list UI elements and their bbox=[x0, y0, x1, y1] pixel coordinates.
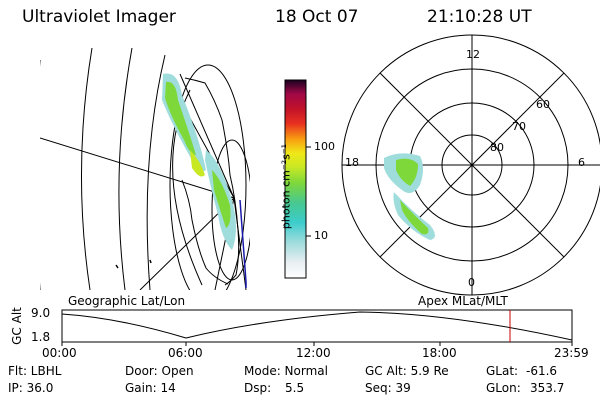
mlt-label-18: 18 bbox=[345, 156, 359, 169]
colorbar-unit-label: photon cm⁻²s⁻¹ bbox=[279, 143, 293, 230]
status-seq: Seq: 39 bbox=[365, 381, 411, 395]
orbit-ytick-low: 1.8 bbox=[31, 330, 51, 344]
apex-panel-label: Apex MLat/MLT bbox=[418, 294, 508, 308]
mlt-label-0: 0 bbox=[468, 276, 475, 289]
status-gain: Gain: 14 bbox=[125, 381, 176, 395]
polar-plot bbox=[341, 34, 600, 296]
status-mode: Mode: Normal bbox=[244, 364, 328, 378]
orbit-ylabel: GC Alt bbox=[9, 307, 24, 345]
geographic-panel-label: Geographic Lat/Lon bbox=[68, 294, 186, 308]
colorbar-tick-100: 100 bbox=[314, 140, 335, 153]
mlt-label-12: 12 bbox=[466, 48, 480, 61]
status-glat-value: -61.6 bbox=[526, 364, 558, 378]
lat-label-60: 60 bbox=[536, 98, 550, 111]
instrument-title: Ultraviolet Imager bbox=[22, 7, 176, 27]
status-glat-label: GLat: bbox=[486, 364, 519, 378]
status-ip: IP: 36.0 bbox=[8, 381, 54, 395]
orbit-altitude-curve bbox=[61, 311, 573, 341]
colorbar bbox=[284, 79, 307, 279]
status-dsp-value: 5.5 bbox=[285, 381, 305, 395]
time-label: 21:10:28 UT bbox=[427, 7, 532, 27]
orbit-xtick-1800: 18:00 bbox=[422, 346, 457, 360]
orbit-ticks bbox=[61, 342, 573, 346]
colorbar-tick-10: 10 bbox=[314, 229, 328, 242]
geo-gridlines bbox=[40, 47, 250, 290]
status-glon-value: 353.7 bbox=[530, 381, 565, 395]
orbit-xtick-2359: 23:59 bbox=[554, 346, 589, 360]
aurora-geo bbox=[162, 73, 236, 250]
orbit-plot-frame bbox=[61, 309, 573, 343]
status-dsp-label: Dsp: bbox=[244, 381, 272, 395]
orbit-xtick-0600: 06:00 bbox=[168, 346, 203, 360]
status-filter: Flt: LBHL bbox=[8, 364, 62, 378]
small-island bbox=[115, 264, 119, 269]
orbit-ytick-high: 9.0 bbox=[31, 306, 51, 320]
lat-label-80: 80 bbox=[490, 141, 504, 154]
mlt-label-6: 6 bbox=[578, 156, 585, 169]
date-label: 18 Oct 07 bbox=[275, 7, 359, 27]
status-gcalt: GC Alt: 5.9 Re bbox=[365, 364, 449, 378]
orbit-xtick-0000: 00:00 bbox=[42, 346, 77, 360]
aurora-polar bbox=[384, 153, 435, 240]
orbit-xtick-1200: 12:00 bbox=[296, 346, 331, 360]
lat-label-70: 70 bbox=[512, 120, 526, 133]
status-door: Door: Open bbox=[125, 364, 194, 378]
coastline bbox=[181, 77, 240, 286]
land-edge bbox=[239, 199, 247, 288]
status-glon-label: GLon: bbox=[486, 381, 521, 395]
